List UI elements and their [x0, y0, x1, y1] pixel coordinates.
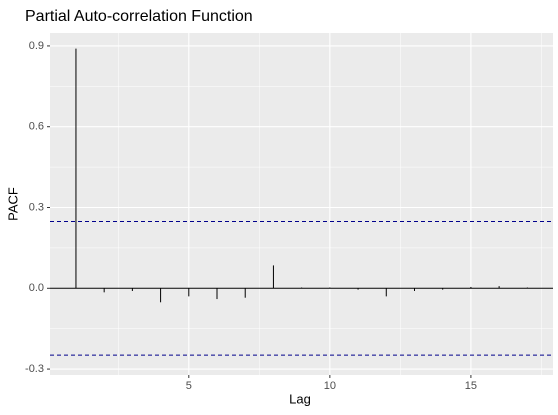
x-tick-label: 10	[324, 380, 336, 392]
y-axis-title: PACF	[5, 187, 20, 221]
y-tick-label: -0.3	[25, 363, 44, 375]
y-tick-label: 0.0	[29, 282, 44, 294]
x-tick-label: 15	[465, 380, 477, 392]
x-axis-title: Lag	[289, 391, 311, 406]
x-tick-label: 5	[186, 380, 192, 392]
plot-panel	[50, 33, 553, 375]
chart-title: Partial Auto-correlation Function	[25, 8, 253, 25]
y-tick-label: 0.9	[29, 40, 44, 52]
y-tick-label: 0.6	[29, 121, 44, 133]
y-tick-label: 0.3	[29, 201, 44, 213]
